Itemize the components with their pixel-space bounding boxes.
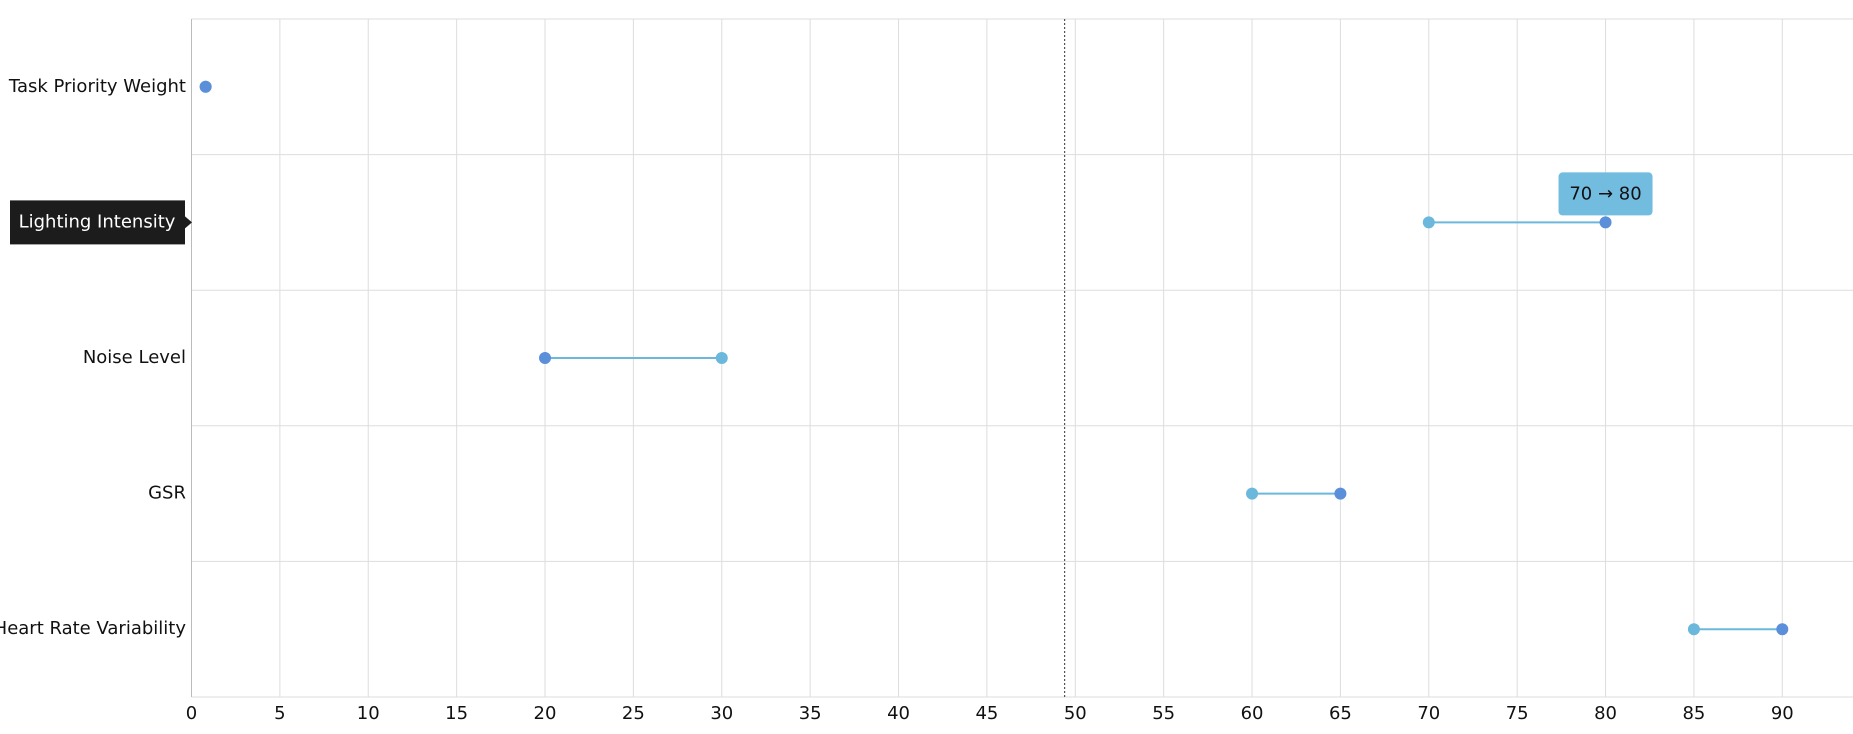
tooltip-box [1558,172,1653,216]
x-tick-label: 85 [1682,703,1705,724]
x-tick-label: 70 [1417,703,1440,724]
end-point [1776,623,1789,636]
category-label: Noise Level [83,347,186,368]
category-label: Heart Rate Variability [0,618,186,639]
start-point [1687,623,1700,636]
category-label: GSR [148,483,186,504]
end-point [1334,487,1347,500]
category-label: Lighting Intensity [19,211,176,232]
x-tick-label: 90 [1771,703,1794,724]
x-tick-label: 75 [1506,703,1529,724]
x-tick-label: 65 [1329,703,1352,724]
x-tick-label: 35 [799,703,822,724]
x-tick-label: 10 [357,703,380,724]
x-tick-label: 60 [1241,703,1264,724]
highlight-box [10,200,185,245]
x-tick-label: 0 [186,703,197,724]
x-tick-label: 45 [975,703,998,724]
x-tick-label: 20 [534,703,557,724]
start-point [1422,216,1435,229]
start-point [715,352,728,364]
x-tick-label: 50 [1064,703,1087,724]
x-tick-label: 40 [887,703,910,724]
tooltip-text: 70 → 80 [1569,183,1641,204]
highlight-pointer [185,216,192,229]
x-tick-label: 80 [1594,703,1617,724]
end-point [539,352,552,364]
end-point [1599,216,1612,229]
x-tick-label: 55 [1152,703,1175,724]
x-tick-label: 5 [274,703,285,724]
x-tick-label: 15 [445,703,468,724]
x-tick-label: 25 [622,703,645,724]
category-label: Task Priority Weight [8,76,186,97]
end-point [199,80,212,93]
x-tick-label: 30 [710,703,733,724]
start-point [1246,487,1259,500]
